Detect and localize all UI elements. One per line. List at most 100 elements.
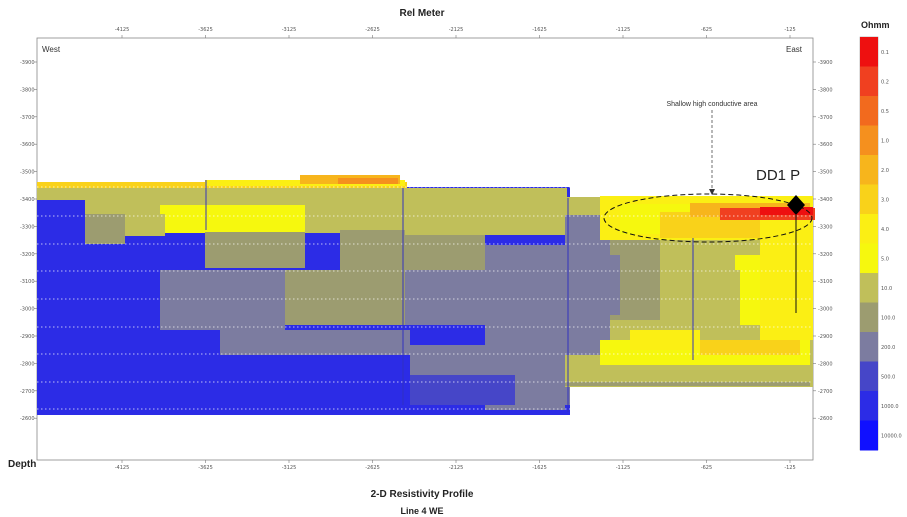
y-tick-label: -3900 xyxy=(20,60,35,66)
x-tick-label: -3125 xyxy=(282,27,297,33)
legend-label: 5.0 xyxy=(881,256,889,262)
y-ticks-right: -3900 -3800 -3700 -3600 -3500 -3400 -3300 -3200… xyxy=(813,60,833,422)
x-tick-label: -3625 xyxy=(198,465,213,471)
well-label: DD1 P xyxy=(756,167,800,184)
legend-swatch xyxy=(860,37,878,67)
x-tick-label: -3125 xyxy=(282,465,297,471)
x-tick-label: -3625 xyxy=(198,27,213,33)
resistivity-cell xyxy=(160,205,305,233)
resistivity-cell xyxy=(485,245,565,355)
y-tick-label: -2700 xyxy=(818,389,833,395)
y-axis-title: Depth xyxy=(8,459,36,470)
y-tick-label: -2800 xyxy=(20,361,35,367)
legend-label: 10.0 xyxy=(881,286,892,292)
legend-label: 1000.0 xyxy=(881,404,899,410)
y-tick-label: -3800 xyxy=(818,87,833,93)
legend-swatch xyxy=(860,184,878,215)
resistivity-cell xyxy=(565,365,810,385)
x-tick-label: -4125 xyxy=(115,465,130,471)
east-label: East xyxy=(786,45,803,54)
section-overlay-lines xyxy=(37,180,813,412)
conductive-area-ellipse xyxy=(603,193,813,243)
resistivity-cell xyxy=(160,270,285,330)
resistivity-cell xyxy=(410,375,515,405)
legend-title: Ohmm xyxy=(861,20,890,30)
y-tick-label: -2900 xyxy=(20,334,35,340)
resistivity-cell xyxy=(125,214,165,236)
y-tick-label: -3700 xyxy=(20,115,35,121)
resistivity-cell xyxy=(220,330,410,355)
legend-label: 0.1 xyxy=(881,50,889,56)
legend-swatch xyxy=(860,391,878,421)
x-tick-label: -4125 xyxy=(115,27,130,33)
x-ticks-top: -4125 -3625 -3125 -2625 -2125 -1625 -1125 -625 -… xyxy=(115,27,796,38)
legend-swatch xyxy=(860,420,878,451)
x-tick-label: -625 xyxy=(701,465,712,471)
resistivity-cell xyxy=(565,382,810,386)
y-tick-label: -2600 xyxy=(20,416,35,422)
y-tick-label: -3000 xyxy=(20,307,35,313)
x-tick-label: -2125 xyxy=(449,465,464,471)
resistivity-cell xyxy=(410,345,485,375)
legend-swatch xyxy=(860,155,878,185)
y-tick-label: -3100 xyxy=(818,279,833,285)
resistivity-cell xyxy=(590,255,620,315)
legend-swatch xyxy=(860,96,878,126)
legend-swatch xyxy=(860,273,878,303)
annotation-arrowhead xyxy=(709,189,715,195)
resistivity-cell xyxy=(405,270,485,325)
resistivity-cell xyxy=(760,207,813,215)
x-tick-label: -1125 xyxy=(616,27,631,33)
y-tick-label: -3400 xyxy=(20,197,35,203)
y-tick-label: -3200 xyxy=(818,252,833,258)
x-tick-label: -1125 xyxy=(616,465,631,471)
resistivity-cell xyxy=(405,195,565,235)
legend-label: 4.0 xyxy=(881,227,889,233)
legend-label: 10000.0 xyxy=(881,433,902,439)
y-tick-label: -2700 xyxy=(20,389,35,395)
x-axis-title: Rel Meter xyxy=(399,8,444,19)
y-tick-label: -3500 xyxy=(20,170,35,176)
y-tick-label: -3800 xyxy=(20,87,35,93)
y-tick-label: -3200 xyxy=(20,252,35,258)
x-tick-label: -2625 xyxy=(365,27,380,33)
legend-label: 100.0 xyxy=(881,315,895,321)
y-tick-label: -3300 xyxy=(20,224,35,230)
x-tick-label: -2625 xyxy=(365,465,380,471)
legend-swatch xyxy=(860,361,878,392)
chart-subtitle: Line 4 WE xyxy=(400,506,443,516)
y-tick-label: -2800 xyxy=(818,361,833,367)
legend-label: 200.0 xyxy=(881,345,895,351)
resistivity-cell xyxy=(85,214,125,244)
x-tick-label: -625 xyxy=(701,27,712,33)
legend-swatch xyxy=(860,332,878,362)
y-tick-label: -3300 xyxy=(818,224,833,230)
legend-label: 500.0 xyxy=(881,374,895,380)
y-tick-label: -3600 xyxy=(818,142,833,148)
legend-swatch xyxy=(860,302,878,333)
y-tick-label: -2900 xyxy=(818,334,833,340)
x-tick-label: -1625 xyxy=(532,27,547,33)
resistivity-cell xyxy=(205,232,305,268)
y-tick-label: -3900 xyxy=(818,60,833,66)
y-tick-label: -3100 xyxy=(20,279,35,285)
legend-label: 3.0 xyxy=(881,197,889,203)
west-label: West xyxy=(42,45,61,54)
x-tick-label: -125 xyxy=(784,465,795,471)
x-ticks-bottom: -4125 -3625 -3125 -2625 -2125 -1625 -1125 -625 -… xyxy=(115,460,796,471)
y-tick-label: -3600 xyxy=(20,142,35,148)
y-tick-label: -3500 xyxy=(818,170,833,176)
legend-label: 0.5 xyxy=(881,109,889,115)
resistivity-cell xyxy=(340,230,485,270)
legend-label: 0.2 xyxy=(881,79,889,85)
resistivity-section xyxy=(37,175,815,415)
resistivity-cell xyxy=(700,340,800,355)
legend-colorbar: 0.1 0.2 0.5 1.0 2.0 3.0 4.0 5.0 10.0 100.0 200.0 50… xyxy=(860,37,902,451)
legend-swatch xyxy=(860,243,878,274)
x-tick-label: -1625 xyxy=(532,465,547,471)
resistivity-cell xyxy=(700,270,740,330)
x-tick-label: -125 xyxy=(784,27,795,33)
resistivity-cell xyxy=(515,370,570,405)
x-tick-label: -2125 xyxy=(449,27,464,33)
